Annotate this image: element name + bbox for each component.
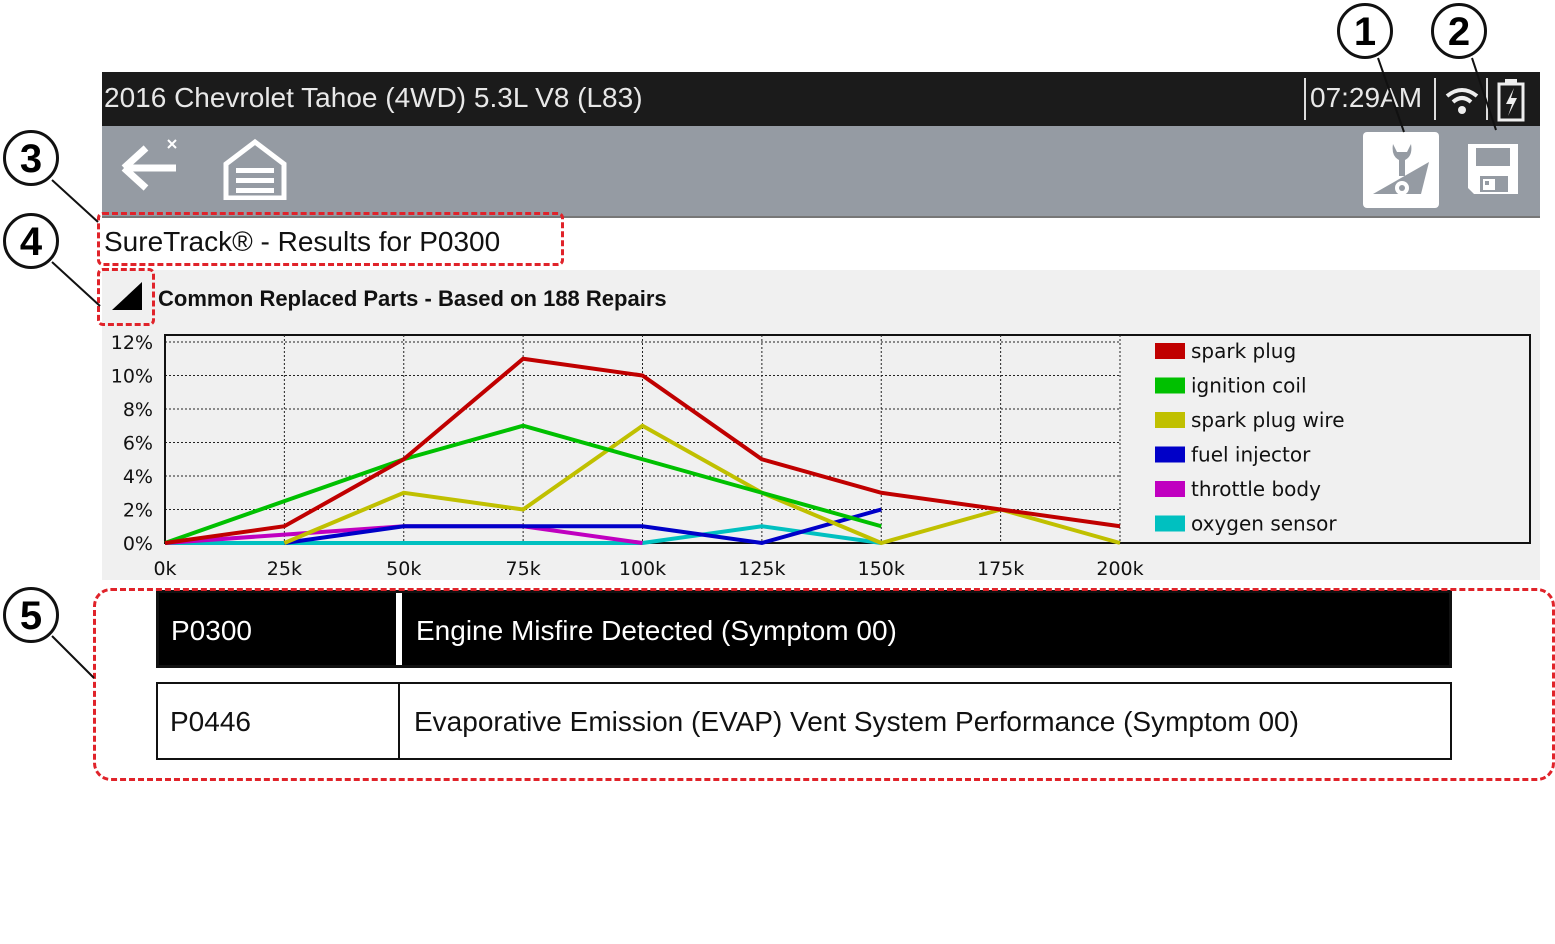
callout-2: 2 — [1431, 3, 1487, 59]
legend-label: spark plug wire — [1191, 408, 1345, 432]
y-tick-label: 2% — [123, 500, 153, 522]
legend-label: oxygen sensor — [1191, 512, 1337, 536]
callout-1: 1 — [1337, 3, 1393, 59]
callout-box-3 — [97, 212, 564, 266]
callout-3: 3 — [3, 130, 59, 186]
status-bar: 2016 Chevrolet Tahoe (4WD) 5.3L V8 (L83)… — [102, 72, 1540, 126]
legend-swatch — [1155, 412, 1185, 428]
back-icon[interactable] — [116, 136, 182, 198]
vehicle-title: 2016 Chevrolet Tahoe (4WD) 5.3L V8 (L83) — [104, 82, 643, 113]
legend-swatch — [1155, 515, 1185, 532]
chart-title: Common Replaced Parts - Based on 188 Rep… — [158, 286, 667, 311]
table-row[interactable]: P0300 Engine Misfire Detected (Symptom 0… — [156, 590, 1452, 668]
battery-charging-icon — [1497, 79, 1525, 122]
divider — [1304, 78, 1306, 120]
x-tick-label: 200k — [1096, 558, 1143, 580]
page-title: SureTrack® - Results for P0300 — [104, 226, 501, 257]
save-icon[interactable] — [1464, 140, 1522, 198]
legend-label: throttle body — [1191, 477, 1321, 501]
legend-swatch — [1155, 481, 1185, 497]
series-line-spark-plug-wire — [283, 423, 1121, 546]
divider — [1486, 78, 1488, 120]
description-cell: Engine Misfire Detected (Symptom 00) — [399, 593, 1449, 665]
x-tick-label: 150k — [858, 558, 905, 580]
y-tick-label: 10% — [111, 366, 153, 388]
code-cell: P0446 — [170, 706, 251, 737]
x-tick-label: 75k — [506, 558, 541, 580]
suretrack-tool-icon — [1373, 144, 1429, 195]
divider — [1434, 78, 1436, 120]
legend-label: fuel injector — [1191, 443, 1311, 467]
table-row[interactable]: P0446 Evaporative Emission (EVAP) Vent S… — [156, 682, 1452, 760]
callout-4: 4 — [3, 213, 59, 269]
y-tick-label: 12% — [111, 332, 153, 354]
series-line-ignition-coil — [164, 423, 882, 545]
suretrack-tool-button[interactable] — [1363, 132, 1439, 208]
clock: 07:29AM — [1310, 82, 1423, 113]
triangle-collapse-icon[interactable] — [108, 280, 146, 312]
x-tick-label: 0k — [153, 558, 176, 580]
legend-label: spark plug — [1191, 339, 1296, 363]
x-tick-label: 25k — [267, 558, 302, 580]
x-tick-label: 100k — [619, 558, 666, 580]
x-tick-label: 50k — [386, 558, 421, 580]
series-line-spark-plug — [164, 356, 1121, 545]
y-tick-label: 0% — [123, 533, 153, 555]
callout-5: 5 — [3, 587, 59, 643]
y-tick-label: 8% — [123, 399, 153, 421]
y-tick-label: 6% — [123, 433, 153, 455]
callout-box-4 — [97, 268, 155, 326]
toolbar — [102, 126, 1540, 218]
x-tick-label: 125k — [738, 558, 785, 580]
code-cell: P0300 — [159, 593, 399, 665]
line-chart: 0% 2% 4% 6% 8% 10% 12% 0k 25k 50k 75k 100k 125k 150k 1… — [111, 332, 1531, 580]
plot-frame — [164, 334, 1531, 544]
legend-swatch — [1155, 377, 1185, 394]
callout-box-5 — [93, 588, 1555, 781]
description-cell: Evaporative Emission (EVAP) Vent System … — [398, 684, 1450, 758]
legend-swatch — [1155, 343, 1185, 359]
wifi-icon — [1445, 88, 1479, 114]
legend-swatch — [1155, 446, 1185, 463]
x-tick-label: 175k — [977, 558, 1024, 580]
series-line-fuel-injector — [284, 507, 882, 546]
home-garage-icon[interactable] — [222, 138, 288, 200]
legend-label: ignition coil — [1191, 374, 1307, 398]
y-tick-label: 4% — [123, 466, 153, 488]
